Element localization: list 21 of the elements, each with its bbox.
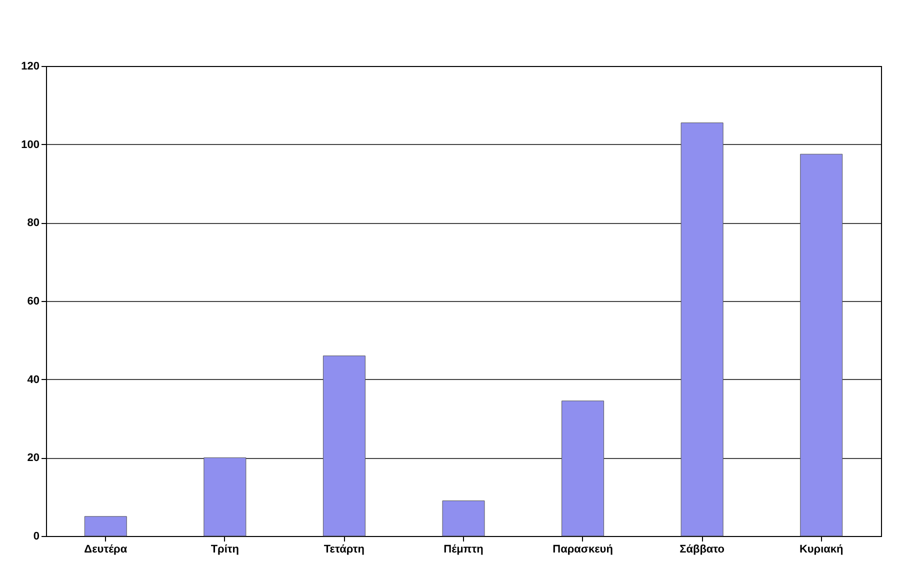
x-tick-label: Τετάρτη — [324, 544, 365, 556]
x-tick-label: Τρίτη — [210, 544, 240, 556]
x-tick-label: Σάββατο — [680, 544, 725, 556]
y-tick-label: 60 — [27, 296, 40, 308]
y-tick-label: 20 — [27, 452, 40, 464]
x-tick-label: Κυριακή — [799, 544, 844, 556]
bar — [84, 516, 127, 536]
y-tick-label: 0 — [33, 530, 40, 542]
x-tick-label: Πέμπτη — [444, 544, 484, 556]
y-tick-label: 40 — [27, 374, 40, 386]
x-tick-label: Παρασκευή — [552, 544, 614, 556]
bar — [204, 457, 246, 536]
y-tick-label: 80 — [27, 217, 40, 230]
bar — [800, 154, 843, 536]
bar — [442, 500, 485, 536]
bar — [680, 122, 724, 536]
y-tick-label: 100 — [21, 138, 40, 151]
x-tick-label: Δευτέρα — [84, 544, 128, 556]
bar — [562, 400, 604, 536]
y-tick-label: 120 — [21, 60, 40, 72]
bar — [322, 356, 366, 536]
